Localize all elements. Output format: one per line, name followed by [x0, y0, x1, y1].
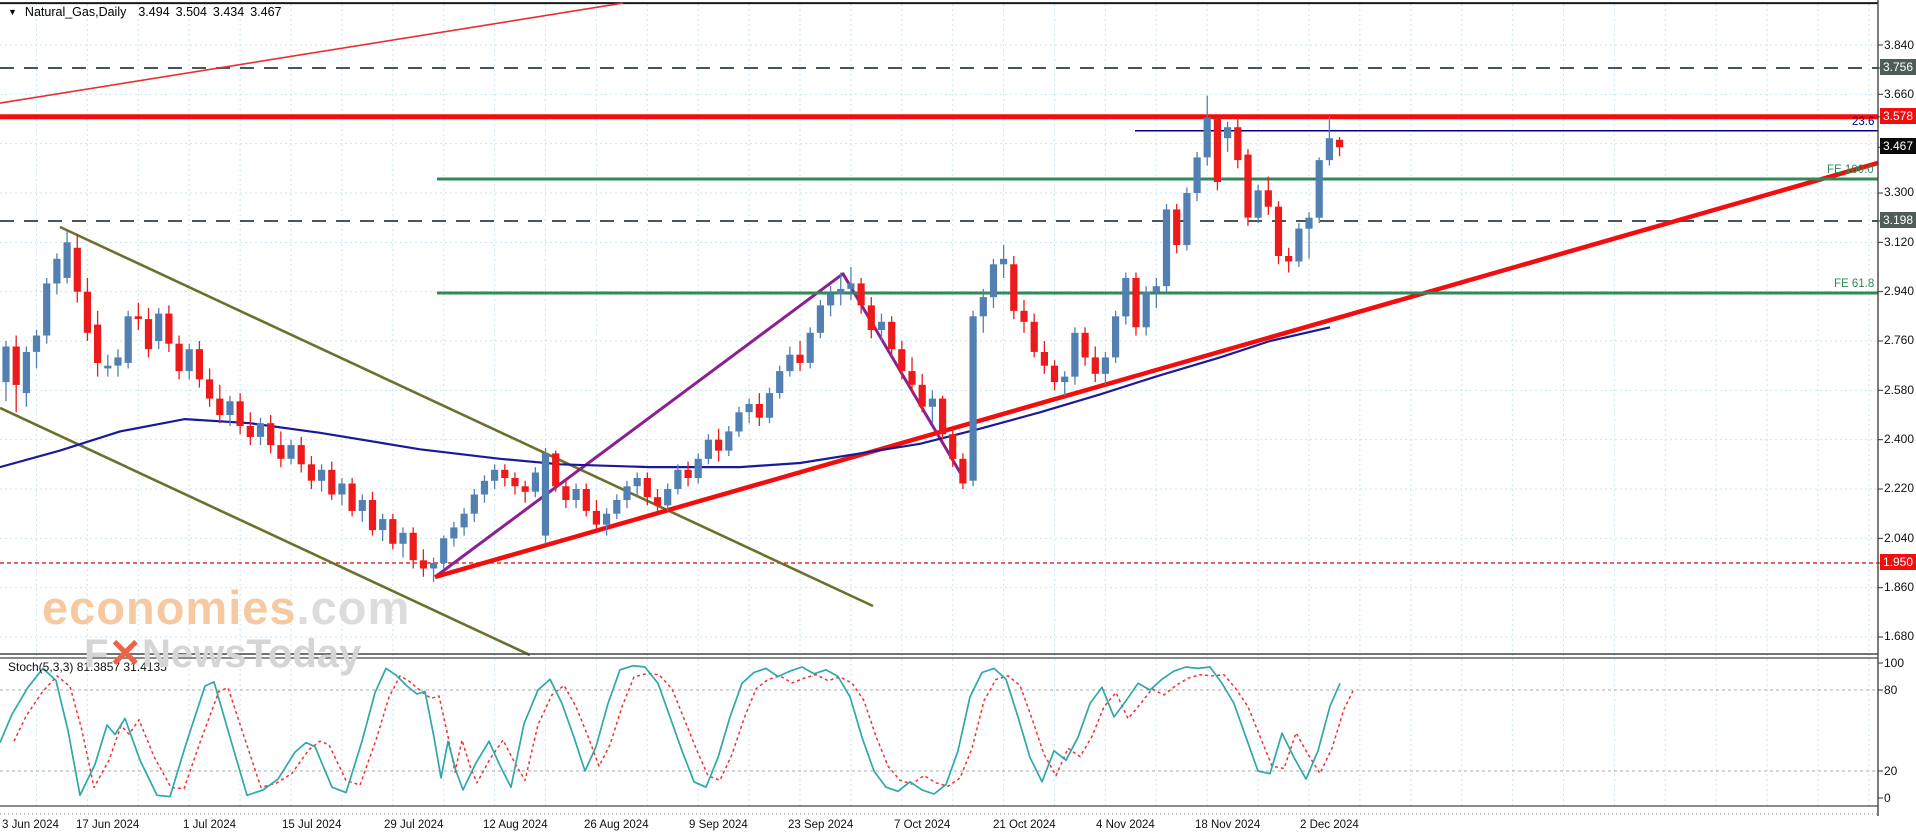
stochastic-indicator-label: Stoch(5,3,3) 81.3857 31.4135	[8, 660, 167, 674]
price-axis-label: 2.580	[1884, 382, 1915, 397]
price-axis-label: 2.760	[1884, 333, 1915, 348]
price-level-badge-1.950: 1.950	[1880, 553, 1916, 570]
stochastic-lines[interactable]	[0, 664, 1355, 798]
date-axis-label: 12 Aug 2024	[483, 819, 548, 831]
indicator-axis-label: 20	[1884, 763, 1898, 778]
price-axis-label: 2.220	[1884, 481, 1915, 496]
price-level-badge-3.578: 3.578	[1880, 107, 1916, 124]
fib-level-label: FE 61.8	[1834, 278, 1875, 291]
price-axis-label: 3.660	[1884, 86, 1915, 101]
quote-close: 3.467	[250, 5, 282, 19]
date-axis-label: 18 Nov 2024	[1195, 819, 1261, 831]
candles-layer[interactable]	[2, 95, 1344, 583]
horizontal-levels[interactable]	[0, 2, 1878, 564]
date-axis-label: 9 Sep 2024	[689, 819, 748, 831]
fibonacci-lines[interactable]	[0, 114, 1878, 295]
price-axis-label: 3.300	[1884, 185, 1915, 200]
fib-level-label: 23.6	[1852, 115, 1875, 128]
price-level-badge-3.198: 3.198	[1880, 211, 1916, 228]
fib-level-label: FE 100.0	[1827, 164, 1874, 177]
price-level-badge-3.467: 3.467	[1880, 138, 1916, 155]
price-axis-label: 1.860	[1884, 580, 1915, 595]
indicator-axis-label: 80	[1884, 682, 1898, 697]
indicator-axis-label: 0	[1884, 790, 1891, 805]
price-axis-label: 1.680	[1884, 629, 1915, 644]
date-axis-label: 4 Nov 2024	[1096, 819, 1155, 831]
date-axis-label: 1 Jul 2024	[183, 819, 237, 831]
date-axis-label: 17 Jun 2024	[76, 819, 140, 831]
chevron-down-icon[interactable]: ▼	[8, 7, 17, 17]
quote-low: 3.434	[212, 5, 245, 19]
price-axis-label: 3.840	[1884, 37, 1915, 52]
quote-title-bar: ▼ Natural_Gas,Daily 3.494 3.504 3.434 3.…	[8, 5, 281, 19]
date-axis-label: 26 Aug 2024	[584, 819, 649, 831]
date-axis-label: 21 Oct 2024	[993, 819, 1056, 831]
moving-average-line[interactable]	[0, 326, 1331, 469]
trendlines[interactable]	[0, 2, 1879, 657]
date-axis-label: 29 Jul 2024	[384, 819, 444, 831]
price-axis-label: 3.120	[1884, 234, 1915, 249]
date-axis-label: 15 Jul 2024	[282, 819, 342, 831]
price-axis-label: 2.400	[1884, 432, 1915, 447]
quote-open: 3.494	[138, 5, 170, 19]
price-axis-label: 2.940	[1884, 284, 1915, 299]
horizontal-gridlines	[0, 44, 1878, 772]
axis-tick-marks	[1878, 44, 1883, 799]
date-axis-label: 2 Dec 2024	[1300, 819, 1359, 831]
vertical-gridlines	[36, 4, 1870, 806]
price-axis-label: 2.040	[1884, 530, 1915, 545]
date-axis-label: 7 Oct 2024	[894, 819, 951, 831]
indicator-axis-label: 100	[1884, 655, 1905, 670]
date-axis-label: 23 Sep 2024	[788, 819, 854, 831]
price-level-badge-3.756: 3.756	[1880, 59, 1916, 76]
symbol-period-label: Natural_Gas,Daily	[24, 5, 127, 19]
quote-high: 3.504	[175, 5, 207, 19]
date-axis-label: 3 Jun 2024	[2, 819, 59, 831]
panel-borders	[0, 0, 1879, 816]
